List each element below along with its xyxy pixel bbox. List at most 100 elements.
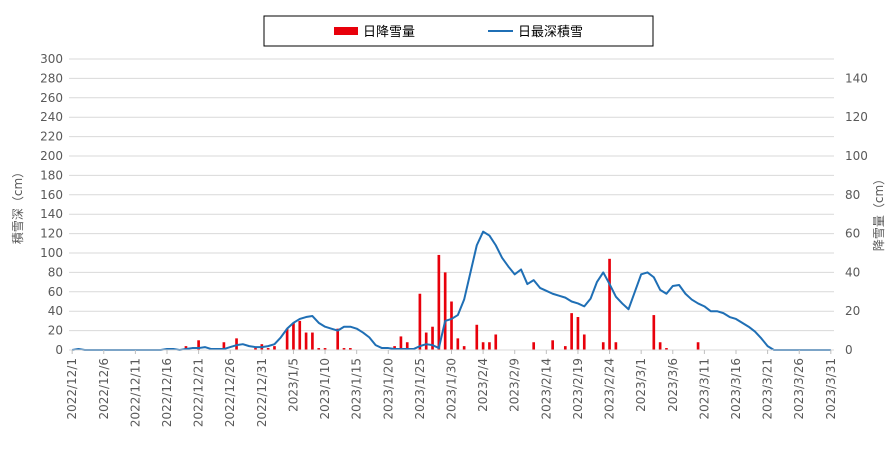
left-tick-label: 240: [40, 110, 63, 124]
right-axis-title: 降雪量（cm）: [872, 173, 886, 251]
snow-depth-line-group: [72, 230, 831, 351]
snowfall-bar: [450, 301, 453, 350]
x-tick-label: 2023/1/25: [413, 358, 427, 420]
snowfall-bar: [494, 334, 498, 350]
snowfall-bar: [323, 348, 327, 350]
snowfall-bar: [665, 348, 668, 350]
x-tick-label: 2023/3/1: [634, 358, 648, 412]
snowfall-bar: [563, 346, 567, 350]
snowfall-bar: [424, 332, 428, 350]
x-axis-ticks: 2022/12/1 2022/12/6 2022/12/11 2022/12/16 20…: [65, 350, 838, 427]
left-tick-label: 160: [40, 188, 63, 202]
snowfall-bar: [551, 340, 554, 350]
left-tick-label: 220: [40, 130, 63, 144]
snowfall-bar: [443, 272, 447, 350]
x-tick-label: 2023/3/21: [761, 358, 775, 420]
x-tick-label: 2023/1/5: [286, 358, 300, 412]
legend-label-line: 日最深積雪: [518, 25, 583, 40]
snowfall-bar: [266, 348, 270, 350]
legend-swatch-bar: [334, 27, 358, 35]
x-tick-label: 2023/3/11: [697, 358, 711, 420]
left-tick-label: 80: [48, 265, 63, 279]
snowfall-bar: [608, 258, 611, 350]
snowfall-bar: [431, 326, 434, 350]
snowfall-bar: [311, 332, 314, 350]
x-tick-label: 2023/2/4: [476, 358, 490, 412]
right-axis-ticks: 0 20 40 60 80 100 120 140: [845, 71, 868, 357]
snowfall-bar: [405, 342, 409, 350]
snowfall-bar: [418, 293, 422, 350]
left-tick-label: 260: [40, 91, 63, 105]
left-axis-ticks: 0 20 40 60 80 100 120 140 160 180 200 220 240 260 280 3…: [40, 52, 63, 357]
right-tick-label: 140: [845, 71, 868, 85]
right-tick-label: 60: [845, 227, 860, 241]
right-tick-label: 40: [845, 265, 860, 279]
x-tick-label: 2023/1/30: [445, 358, 459, 420]
left-tick-label: 0: [55, 343, 63, 357]
snowfall-bar: [488, 342, 491, 350]
x-tick-label: 2023/2/24: [603, 358, 617, 420]
x-tick-label: 2023/3/26: [792, 358, 806, 420]
x-tick-label: 2022/12/11: [128, 358, 142, 427]
left-tick-label: 300: [40, 52, 63, 66]
left-tick-label: 20: [48, 324, 63, 338]
snowfall-bar: [475, 324, 479, 350]
snowfall-bar: [399, 336, 403, 350]
snowfall-bar: [285, 328, 289, 350]
snowfall-bar: [336, 328, 340, 350]
snowfall-bar: [601, 342, 605, 350]
x-tick-label: 2022/12/1: [65, 358, 79, 420]
x-tick-label: 2023/1/15: [350, 358, 364, 420]
left-tick-label: 100: [40, 246, 63, 260]
x-tick-label: 2022/12/26: [223, 358, 237, 427]
right-tick-label: 0: [845, 343, 853, 357]
snowfall-bar: [292, 322, 295, 350]
x-tick-label: 2023/1/10: [318, 358, 332, 420]
x-tick-label: 2022/12/6: [97, 358, 111, 420]
snowfall-bar: [456, 338, 460, 350]
x-tick-label: 2022/12/16: [160, 358, 174, 427]
snowfall-bar: [462, 346, 466, 350]
left-tick-label: 120: [40, 227, 63, 241]
left-axis-title: 積雪深（cm）: [10, 166, 25, 244]
snowfall-bar: [273, 346, 276, 350]
snowfall-bar: [570, 313, 573, 350]
snowfall-bar: [317, 348, 321, 350]
snowfall-bar: [222, 342, 226, 350]
x-tick-label: 2022/12/21: [192, 358, 206, 427]
left-tick-label: 140: [40, 207, 63, 221]
left-tick-label: 40: [48, 304, 63, 318]
snowfall-bar: [349, 348, 352, 350]
snowfall-bar: [481, 342, 485, 350]
x-tick-label: 2023/2/14: [539, 358, 553, 420]
snowfall-bar: [652, 315, 656, 350]
x-tick-label: 2023/2/19: [571, 358, 585, 420]
legend: 日降雪量 日最深積雪: [263, 15, 654, 47]
right-tick-label: 120: [845, 110, 868, 124]
left-tick-label: 200: [40, 149, 63, 163]
x-tick-label: 2023/3/31: [824, 358, 838, 420]
snow-depth-line: [72, 230, 831, 351]
snowfall-bars: [184, 254, 700, 350]
x-tick-label: 2023/3/16: [729, 358, 743, 420]
snowfall-bar: [254, 348, 257, 350]
x-tick-label: 2023/2/9: [508, 358, 522, 412]
right-tick-label: 80: [845, 188, 860, 202]
snowfall-bar: [696, 342, 700, 350]
snowfall-bar: [197, 340, 200, 350]
snowfall-bar: [437, 254, 441, 350]
snowfall-bar: [532, 342, 536, 350]
right-tick-label: 20: [845, 304, 860, 318]
snowfall-bar: [304, 332, 308, 350]
snowfall-bar: [658, 342, 662, 350]
snowfall-bar: [582, 334, 586, 350]
x-tick-label: 2023/1/20: [381, 358, 395, 420]
left-tick-label: 280: [40, 71, 63, 85]
right-tick-label: 100: [845, 149, 868, 163]
snowfall-bar: [342, 348, 346, 350]
snowfall-bar: [298, 320, 302, 350]
legend-label-bar: 日降雪量: [363, 25, 415, 40]
snowfall-bar: [614, 342, 618, 350]
snowfall-bar: [576, 317, 580, 350]
